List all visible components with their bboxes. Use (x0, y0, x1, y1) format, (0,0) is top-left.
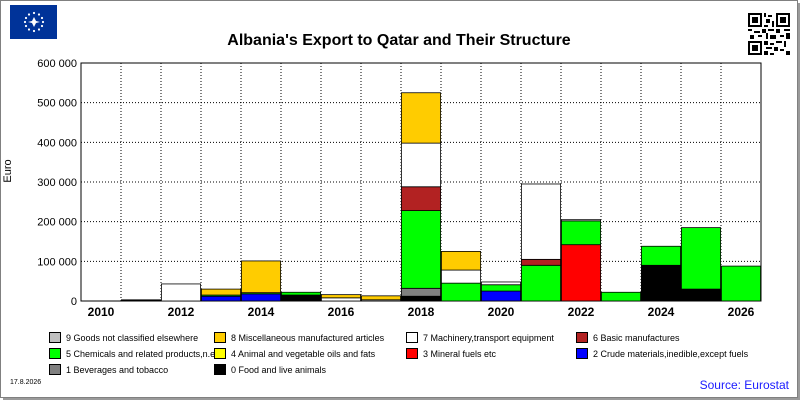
bar-segment (681, 227, 722, 290)
x-tick-label: 2016 (328, 305, 355, 319)
chart-title: Albania's Export to Qatar and Their Stru… (227, 32, 571, 49)
legend-label: 5 Chemicals and related products,n.e.s. (66, 348, 225, 359)
legend-swatch (49, 332, 61, 343)
legend-item: 4 Animal and vegetable oils and fats (214, 348, 375, 359)
legend-swatch (576, 348, 588, 359)
bar-segment (200, 295, 241, 302)
legend-label: 1 Beverages and tobacco (66, 364, 169, 375)
legend-swatch (214, 348, 226, 359)
bar-segment (400, 287, 441, 297)
bar-segment (641, 245, 682, 266)
legend-item: 2 Crude materials,inedible,except fuels (576, 348, 748, 359)
bar-segment (400, 210, 441, 289)
legend-swatch (214, 364, 226, 375)
bar-segment (400, 142, 441, 188)
bar-segment (320, 294, 361, 299)
x-tick-label: 2014 (248, 305, 275, 319)
chart-svg: 0 100 000 200 000 300 000 400 000 500 000 600 … (2, 58, 762, 319)
bar-segment (400, 92, 441, 144)
y-tick-label: 300 000 (37, 177, 77, 189)
bar-segment (440, 282, 481, 302)
y-tick-label: 400 000 (37, 137, 77, 149)
bar-segment (681, 288, 722, 302)
legend-swatch (214, 332, 226, 343)
y-axis-label: Euro (2, 159, 14, 182)
legend-item: 1 Beverages and tobacco (49, 364, 168, 375)
bar-segment (480, 290, 521, 302)
legend-swatch (576, 332, 588, 343)
bar-segment (280, 291, 321, 296)
bar-segment (240, 260, 281, 294)
bar-segment (360, 295, 401, 301)
legend-label: 9 Goods not classified elsewhere (66, 332, 199, 343)
legend-label: 0 Food and live animals (231, 364, 327, 375)
bar-segment (160, 283, 201, 302)
bar-segment (521, 264, 562, 302)
legend-label: 6 Basic manufactures (593, 332, 680, 343)
legend-swatch (406, 348, 418, 359)
legend-item: 6 Basic manufactures (576, 332, 680, 343)
y-tick-label: 0 (71, 296, 77, 308)
source-label: Source: Eurostat (699, 378, 789, 392)
x-tick-label: 2024 (648, 305, 675, 319)
bar-segment (601, 291, 642, 302)
bar-segment (721, 265, 762, 302)
legend-label: 7 Machinery,transport equipment (423, 332, 554, 343)
bar-segment (561, 220, 602, 246)
bar-segment (521, 183, 562, 260)
legend-item: 0 Food and live animals (214, 364, 326, 375)
x-tick-label: 2010 (88, 305, 115, 319)
bar-segment (400, 295, 441, 302)
qr-code-icon (748, 13, 790, 60)
eu-flag-icon (10, 5, 57, 39)
bar-segment (280, 294, 321, 302)
bar-segment (641, 264, 682, 302)
bar-segment (561, 244, 602, 302)
legend-swatch (406, 332, 418, 343)
x-tick-label: 2026 (728, 305, 755, 319)
legend-label: 2 Crude materials,inedible,except fuels (593, 348, 749, 359)
legend-item: 5 Chemicals and related products,n.e.s. (49, 348, 225, 359)
y-tick-label: 500 000 (37, 98, 77, 110)
legend: 9 Goods not classified elsewhere 8 Miscel… (49, 332, 749, 380)
legend-item: 9 Goods not classified elsewhere (49, 332, 198, 343)
x-tick-label: 2018 (408, 305, 435, 319)
bar-segment (440, 251, 481, 271)
bar-segment (400, 186, 441, 211)
bar-segment (521, 258, 562, 266)
bar-segment (121, 299, 162, 302)
y-tick-label: 600 000 (37, 58, 77, 70)
bar-segment (480, 281, 521, 286)
legend-item: 8 Miscellaneous manufactured articles (214, 332, 384, 343)
bar-segment (440, 269, 481, 284)
legend-label: 3 Mineral fuels etc (423, 348, 497, 359)
legend-item: 3 Mineral fuels etc (406, 348, 496, 359)
legend-swatch (49, 348, 61, 359)
x-tick-label: 2012 (168, 305, 195, 319)
date-stamp: 17.8.2026 (10, 379, 42, 386)
y-tick-label: 100 000 (37, 256, 77, 268)
bar-segment (320, 297, 361, 302)
y-tick-label: 200 000 (37, 217, 77, 229)
bar-segment (200, 288, 241, 296)
bar-segment (480, 284, 521, 292)
legend-swatch (49, 364, 61, 375)
legend-label: 8 Miscellaneous manufactured articles (231, 332, 385, 343)
x-tick-label: 2022 (568, 305, 595, 319)
x-tick-label: 2020 (488, 305, 515, 319)
bar-segment (240, 293, 281, 302)
legend-label: 4 Animal and vegetable oils and fats (231, 348, 376, 359)
legend-item: 7 Machinery,transport equipment (406, 332, 554, 343)
bar-segment (561, 219, 602, 222)
